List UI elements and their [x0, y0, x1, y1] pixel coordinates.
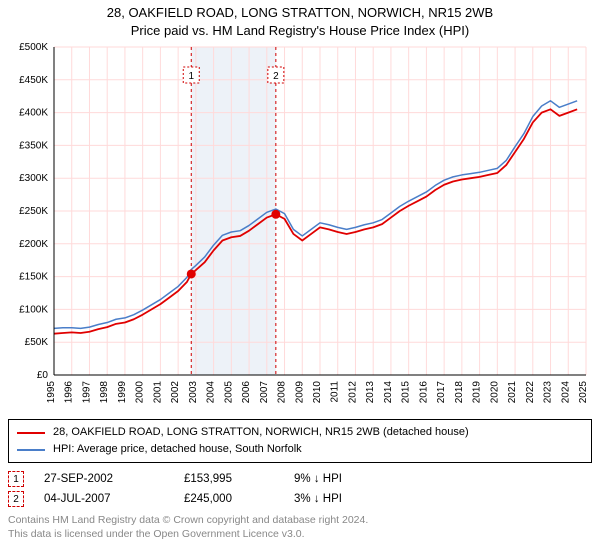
x-tick-label: 2020 — [489, 381, 500, 404]
sale-row: 1 27-SEP-2002£153,9959% ↓ HPI — [8, 471, 592, 487]
attribution-line-2: This data is licensed under the Open Gov… — [8, 527, 592, 541]
x-tick-label: 1999 — [117, 381, 128, 404]
title-line-2: Price paid vs. HM Land Registry's House … — [8, 22, 592, 40]
x-tick-label: 2002 — [170, 381, 181, 404]
x-tick-label: 2014 — [383, 381, 394, 404]
x-tick-label: 2018 — [454, 381, 465, 404]
x-tick-label: 2019 — [472, 381, 483, 404]
sale-marker-label: 1 — [188, 71, 194, 82]
sale-dot — [271, 210, 280, 219]
x-tick-label: 2017 — [436, 381, 447, 404]
x-tick-label: 2007 — [259, 381, 270, 404]
y-tick-label: £50K — [25, 337, 49, 348]
x-tick-label: 2013 — [365, 381, 376, 404]
y-tick-label: £350K — [19, 140, 48, 151]
attribution-line-1: Contains HM Land Registry data © Crown c… — [8, 513, 592, 527]
sale-row: 2 04-JUL-2007£245,0003% ↓ HPI — [8, 491, 592, 507]
x-tick-label: 2022 — [525, 381, 536, 404]
x-tick-label: 2008 — [277, 381, 288, 404]
chart-title: 28, OAKFIELD ROAD, LONG STRATTON, NORWIC… — [8, 4, 592, 39]
sale-price: £153,995 — [184, 473, 294, 485]
x-tick-label: 2015 — [401, 381, 412, 404]
sale-price: £245,000 — [184, 493, 294, 505]
x-tick-label: 1996 — [64, 381, 75, 404]
legend-item: HPI: Average price, detached house, Sout… — [17, 441, 583, 458]
sale-hpi: 3% ↓ HPI — [294, 493, 342, 505]
y-tick-label: £100K — [19, 304, 48, 315]
x-tick-label: 2010 — [312, 381, 323, 404]
legend-swatch — [17, 449, 45, 451]
y-tick-label: £450K — [19, 75, 48, 86]
sale-badge: 1 — [8, 471, 24, 487]
y-tick-label: £500K — [19, 43, 48, 53]
x-tick-label: 1997 — [81, 381, 92, 404]
x-tick-label: 1995 — [46, 381, 57, 404]
sale-hpi: 9% ↓ HPI — [294, 473, 342, 485]
x-tick-label: 2001 — [152, 381, 163, 404]
y-tick-label: £200K — [19, 239, 48, 250]
x-tick-label: 2004 — [206, 381, 217, 404]
x-tick-label: 2006 — [241, 381, 252, 404]
x-tick-label: 2025 — [578, 381, 589, 404]
x-tick-label: 2005 — [223, 381, 234, 404]
y-tick-label: £400K — [19, 108, 48, 119]
sale-date: 04-JUL-2007 — [44, 493, 184, 505]
x-tick-label: 2012 — [347, 381, 358, 404]
title-line-1: 28, OAKFIELD ROAD, LONG STRATTON, NORWIC… — [8, 4, 592, 22]
legend-label: 28, OAKFIELD ROAD, LONG STRATTON, NORWIC… — [53, 424, 469, 441]
x-tick-label: 2023 — [543, 381, 554, 404]
y-tick-label: £300K — [19, 173, 48, 184]
legend-swatch — [17, 432, 45, 434]
sales-table: 1 27-SEP-2002£153,9959% ↓ HPI 2 04-JUL-2007… — [8, 471, 592, 507]
sale-dot — [187, 270, 196, 279]
x-tick-label: 2011 — [330, 381, 341, 403]
legend-item: 28, OAKFIELD ROAD, LONG STRATTON, NORWIC… — [17, 424, 583, 441]
x-tick-label: 2024 — [560, 381, 571, 404]
price-chart: 1995 1996 1997 1998 1999 2000 2001 2002 2003 2004… — [8, 43, 592, 413]
sale-marker-label: 2 — [273, 71, 279, 82]
x-tick-label: 2003 — [188, 381, 199, 404]
sale-date: 27-SEP-2002 — [44, 473, 184, 485]
y-tick-label: £150K — [19, 272, 48, 283]
y-tick-label: £250K — [19, 206, 48, 217]
x-tick-label: 2016 — [418, 381, 429, 404]
legend: 28, OAKFIELD ROAD, LONG STRATTON, NORWIC… — [8, 419, 592, 463]
sale-badge: 2 — [8, 491, 24, 507]
x-tick-label: 1998 — [99, 381, 110, 404]
y-tick-label: £0 — [37, 370, 49, 381]
x-tick-label: 2021 — [507, 381, 518, 404]
legend-label: HPI: Average price, detached house, Sout… — [53, 441, 302, 458]
x-tick-label: 2000 — [135, 381, 146, 404]
attribution: Contains HM Land Registry data © Crown c… — [8, 513, 592, 541]
x-tick-label: 2009 — [294, 381, 305, 404]
